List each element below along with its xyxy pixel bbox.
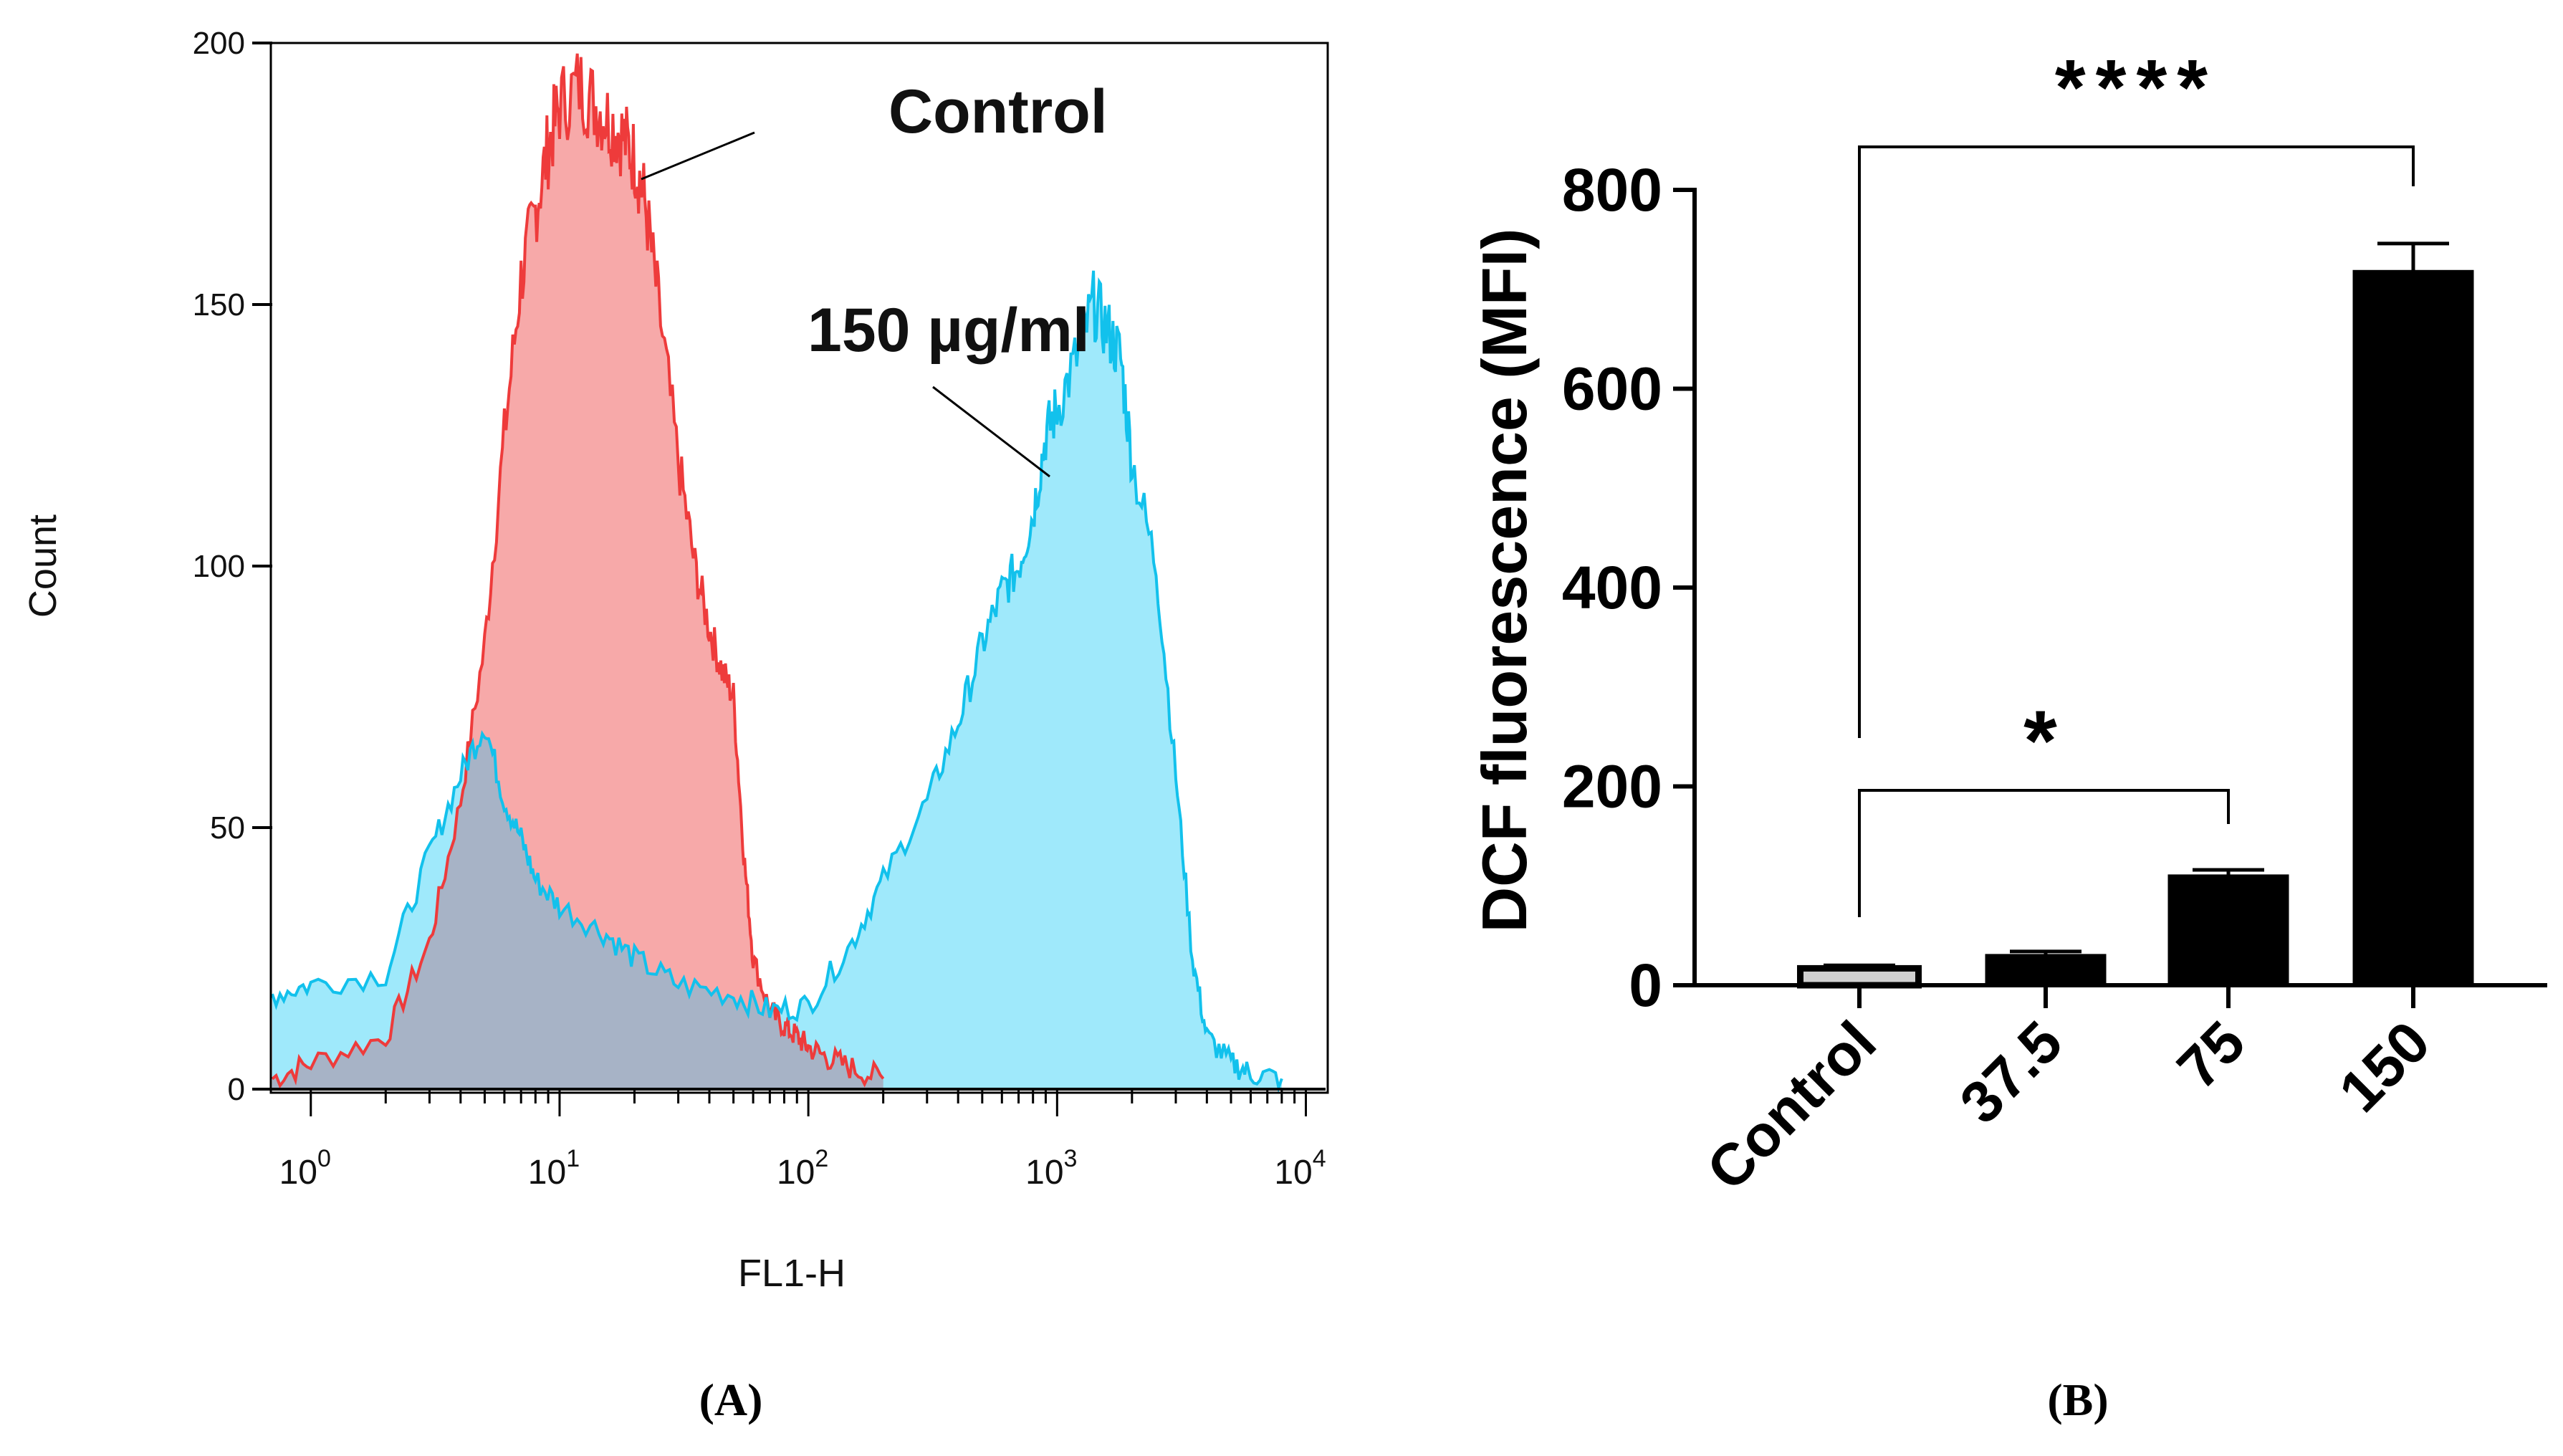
control-annotation-leader (641, 131, 755, 181)
x-tick-base: 10 (777, 1154, 815, 1192)
panel-b-x-axis: Control 37.5 75 150 (1692, 983, 2547, 1203)
panel-a-y-axis: 0 50 100 150 200 (193, 26, 272, 1107)
control-histogram-area (272, 53, 883, 1089)
bar-37-5 (1985, 954, 2107, 987)
treated-histogram-line (271, 270, 1283, 1093)
panel-b-label: (B) (2047, 1374, 2108, 1425)
bar-75 (2167, 874, 2289, 987)
panel-a-frame (269, 42, 1329, 1094)
panel-b-error-bars (1824, 241, 2449, 969)
panel-b-significance: ***** (1858, 44, 2415, 917)
panel-b-y-axis: 0 200 400 600 800 (1562, 156, 1697, 1019)
significance-bracket (1858, 145, 2415, 738)
panel-b-x-tick-label: 37.5 (1948, 1009, 2075, 1136)
bar-control (1797, 964, 1922, 989)
treated-annotation-leader (932, 385, 1050, 478)
significance-label: **** (2055, 44, 2218, 132)
panel-a-label: (A) (699, 1374, 763, 1425)
panel-a-y-tick-label: 50 (210, 810, 245, 846)
panel-a-y-axis-title: Count (21, 514, 64, 618)
panel-b-y-tick-label: 800 (1562, 156, 1662, 224)
control-histogram-line (271, 53, 885, 1089)
x-tick-base: 10 (1274, 1154, 1312, 1192)
panel-b-y-tick-label: 600 (1562, 355, 1662, 423)
x-tick-base: 10 (279, 1154, 317, 1192)
panel-b-y-tick-label: 0 (1629, 952, 1662, 1019)
panel-a-x-tick-label: 104 (1274, 1145, 1326, 1192)
panel-b-y-tick-label: 200 (1562, 753, 1662, 820)
panel-a-x-tick-label: 100 (279, 1145, 331, 1192)
overlap-histogram-area (272, 734, 883, 1089)
panel-a-y-tick-label: 150 (193, 287, 245, 322)
panel-a-y-tick-label: 100 (193, 549, 245, 584)
panel-a-x-tick-label: 103 (1025, 1145, 1077, 1192)
x-tick-exponent: 0 (317, 1145, 331, 1172)
panel-a-plot-area (271, 53, 1283, 1093)
x-tick-exponent: 1 (566, 1145, 580, 1172)
panel-a-y-tick-label: 0 (228, 1072, 245, 1107)
panel-a-x-tick-label: 101 (528, 1145, 580, 1192)
panel-b-x-tick-label: Control (1695, 1009, 1888, 1202)
panel-b-x-tick-label: 75 (2165, 1009, 2258, 1101)
significance-label: * (2023, 693, 2057, 789)
panel-a-x-axis: 100 101 102 103 104 (272, 1088, 1326, 1192)
panel-a-x-tick-label: 102 (777, 1145, 828, 1192)
x-tick-base: 10 (1025, 1154, 1063, 1192)
significance-bracket (1858, 789, 2230, 917)
x-tick-exponent: 4 (1313, 1145, 1326, 1172)
bar-150 (2352, 269, 2474, 987)
panel-b-y-axis-title: DCF fluorescence (MFI) (1469, 229, 1540, 933)
treated-annotation-label: 150 µg/ml (808, 296, 1090, 365)
x-tick-exponent: 3 (1064, 1145, 1078, 1172)
panel-a-y-tick-label: 200 (193, 26, 245, 61)
panel-b-y-tick-label: 400 (1562, 554, 1662, 621)
control-annotation-label: Control (888, 77, 1108, 146)
panel-b-bars (1797, 269, 2474, 989)
x-tick-base: 10 (528, 1154, 566, 1192)
x-tick-exponent: 2 (815, 1145, 828, 1172)
panel-a-x-axis-title: FL1-H (738, 1252, 845, 1295)
panel-b-x-tick-label: 150 (2327, 1009, 2443, 1124)
